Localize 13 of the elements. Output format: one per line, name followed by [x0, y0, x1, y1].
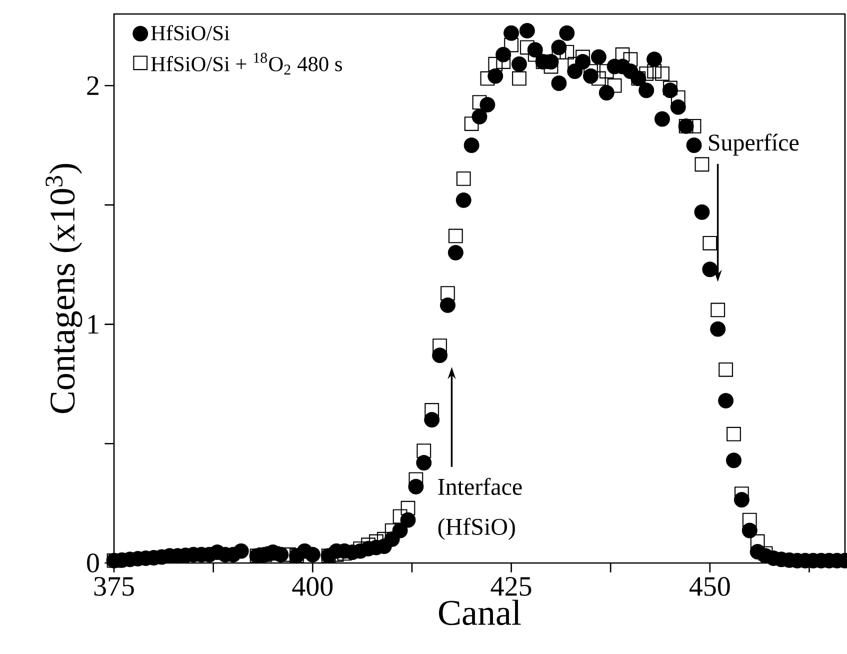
y-tick-label: 0 [87, 554, 99, 572]
x-tick-label: 400 [292, 577, 333, 596]
annotation: Superfíce [709, 134, 799, 156]
y-axis-title: Contagens (x10$^{3}$) [46, 164, 82, 414]
legend-label: HfSiO/Si [151, 25, 230, 40]
x-tick-label: 375 [94, 577, 134, 596]
x-axis-title: Canal [438, 600, 521, 626]
annotation: Interface (HfSiO) [438, 478, 522, 540]
y-tick-label: 2 [87, 76, 98, 95]
x-tick-label: 425 [490, 577, 532, 596]
x-tick-label: 450 [689, 577, 730, 596]
y-tick-label: 1 [88, 315, 98, 334]
legend-label: HfSiO/Si + $^{18}$O$_{2}$ 480 s [151, 52, 342, 75]
